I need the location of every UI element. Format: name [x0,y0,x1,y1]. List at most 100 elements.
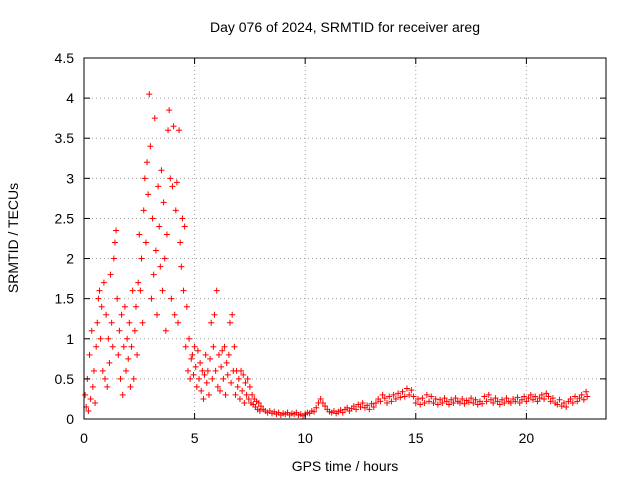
y-tick-label: 1 [66,331,74,347]
data-point [390,391,397,398]
data-point [523,398,530,405]
data-point [232,391,239,398]
data-point [207,355,214,362]
data-point [120,343,127,350]
data-point [208,319,215,326]
data-point [89,383,96,390]
data-point [445,401,452,408]
data-point [90,367,97,374]
data-point [567,395,574,402]
plot-frame [83,57,607,420]
data-point [317,395,324,402]
data-point [322,403,329,410]
data-point [165,127,172,134]
data-point [236,395,243,402]
data-point [386,393,393,400]
data-point [245,395,252,402]
data-point [339,409,346,416]
data-point [139,319,146,326]
data-point [153,311,160,318]
data-point [412,399,419,406]
data-point [225,351,232,358]
data-point [167,175,174,182]
data-point [584,393,591,400]
data-point [134,351,141,358]
data-point [545,393,552,400]
data-point [461,400,468,407]
data-point [474,401,481,408]
data-series [82,91,591,419]
data-point [238,367,245,374]
data-point [549,395,556,402]
data-point [146,91,153,98]
data-point [114,295,121,302]
data-point [168,295,175,302]
data-point [141,175,148,182]
data-point [372,399,379,406]
data-point [574,398,581,405]
data-point [105,335,112,342]
data-point [246,383,253,390]
data-point [97,335,104,342]
data-point [104,383,111,390]
series-srmtid [82,91,591,419]
data-point [401,393,408,400]
data-point [226,319,233,326]
data-point [218,363,225,370]
data-point [221,343,228,350]
data-point [479,400,486,407]
data-point [443,398,450,405]
data-point [465,399,472,406]
data-point [194,347,201,354]
y-tick-label: 0 [66,411,74,427]
data-point [159,287,166,294]
data-point [192,363,199,370]
data-point [144,159,151,166]
data-point [198,387,205,394]
data-point [222,391,229,398]
data-point [142,239,149,246]
data-point [108,319,115,326]
data-point [125,355,132,362]
data-point [470,399,477,406]
data-point [311,408,318,415]
data-point [187,375,194,382]
y-tick-label: 2 [66,251,74,267]
data-point [170,123,177,130]
data-point [554,401,561,408]
data-point [169,183,176,190]
data-point [220,375,227,382]
data-point [483,398,490,405]
data-point [85,407,92,414]
data-point [439,399,446,406]
data-point [123,367,130,374]
data-point [182,343,189,350]
data-point [419,395,426,402]
data-point [350,403,357,410]
data-point [450,399,457,406]
data-point [181,223,188,230]
data-point [179,215,186,222]
data-point [149,215,156,222]
data-point [525,395,532,402]
data-point [118,311,125,318]
data-point [140,207,147,214]
data-point [184,367,191,374]
data-point [406,391,413,398]
data-point [214,383,221,390]
data-point [103,311,110,318]
data-point [172,207,179,214]
data-point [256,407,263,414]
data-point [86,351,93,358]
data-point [212,367,219,374]
y-tick-label: 4.5 [55,50,75,66]
data-point [111,239,118,246]
data-point [138,255,145,262]
data-point [501,399,508,406]
data-point [547,398,554,405]
data-point [95,295,102,302]
data-point [490,399,497,406]
data-point [210,343,217,350]
data-point [158,167,165,174]
data-point [430,399,437,406]
